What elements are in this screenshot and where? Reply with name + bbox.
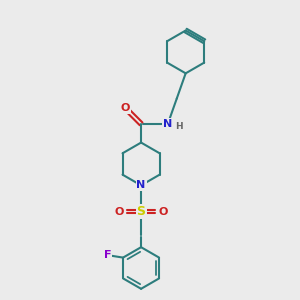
- Text: O: O: [114, 206, 124, 217]
- Text: S: S: [136, 205, 146, 218]
- Text: O: O: [120, 103, 130, 113]
- Text: N: N: [136, 180, 146, 190]
- Text: O: O: [158, 206, 168, 217]
- Text: F: F: [104, 250, 111, 260]
- Text: N: N: [163, 119, 172, 129]
- Text: H: H: [175, 122, 183, 131]
